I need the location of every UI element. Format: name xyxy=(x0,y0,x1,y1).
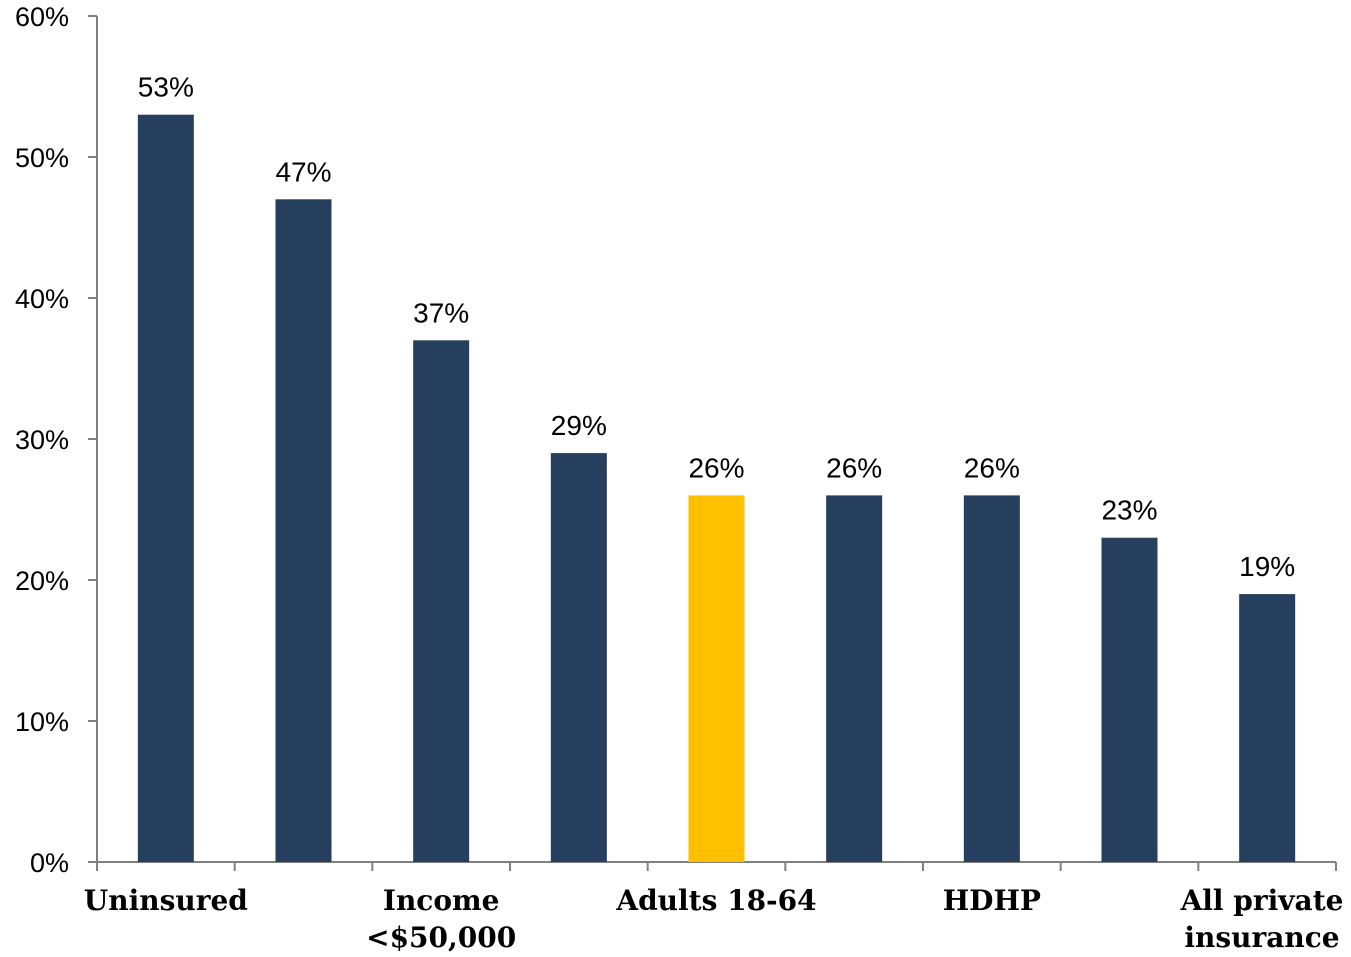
bars xyxy=(137,114,1296,863)
y-tick-label: 60% xyxy=(15,2,69,32)
y-tick-label: 0% xyxy=(30,848,69,878)
data-label-9: 19% xyxy=(1239,551,1295,582)
bar-9 xyxy=(1239,594,1296,862)
y-tick-label: 20% xyxy=(15,566,69,596)
data-label-8: 23% xyxy=(1101,495,1157,526)
bar-5 xyxy=(688,495,745,862)
category-label: Adults 18-64 xyxy=(615,884,816,917)
bar-2 xyxy=(275,199,332,863)
x-axis xyxy=(96,861,1337,871)
category-label: Uninsured xyxy=(84,884,248,917)
y-tick-label: 40% xyxy=(15,284,69,314)
y-tick-label: 10% xyxy=(15,707,69,737)
bar-6 xyxy=(826,495,883,862)
data-labels: 53% 47% 37% 29% 26% 26% 26% 23% 19% xyxy=(138,72,1295,582)
category-label: Income <$50,000 xyxy=(366,884,516,954)
data-label-4: 29% xyxy=(551,410,607,441)
data-label-5: 26% xyxy=(688,452,744,483)
category-label: All private insurance xyxy=(1180,884,1344,954)
bar-1 xyxy=(137,114,194,862)
data-label-1: 53% xyxy=(138,72,194,103)
y-axis: 0% 10% 20% 30% 40% 50% 60% xyxy=(15,2,98,878)
category-label: HDHP xyxy=(943,884,1041,917)
y-tick-label: 30% xyxy=(15,425,69,455)
data-label-2: 47% xyxy=(275,156,331,187)
y-tick-label: 50% xyxy=(15,143,69,173)
data-label-3: 37% xyxy=(413,297,469,328)
bar-3 xyxy=(413,340,470,862)
bar-7 xyxy=(963,495,1020,862)
bar-8 xyxy=(1101,537,1158,862)
data-label-6: 26% xyxy=(826,452,882,483)
data-label-7: 26% xyxy=(964,452,1020,483)
bar-4 xyxy=(550,453,607,862)
category-labels: Uninsured Income <$50,000 Adults 18-64 HDHP A… xyxy=(84,884,1344,954)
